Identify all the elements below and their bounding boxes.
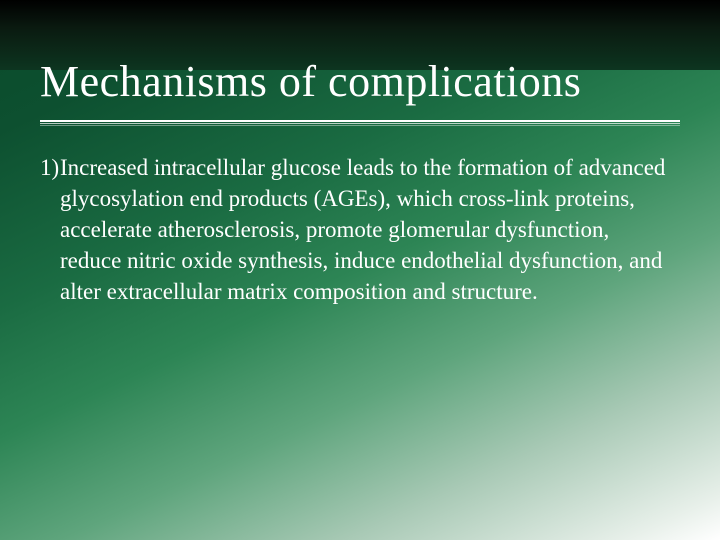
body-text: 1) Increased intracellular glucose leads… [40,152,670,307]
slide: Mechanisms of complications 1) Increased… [0,0,720,540]
slide-title: Mechanisms of complications [40,56,581,107]
bullet-marker: 1) [40,152,59,183]
title-underline [40,120,680,128]
body-paragraph: Increased intracellular glucose leads to… [60,155,665,304]
